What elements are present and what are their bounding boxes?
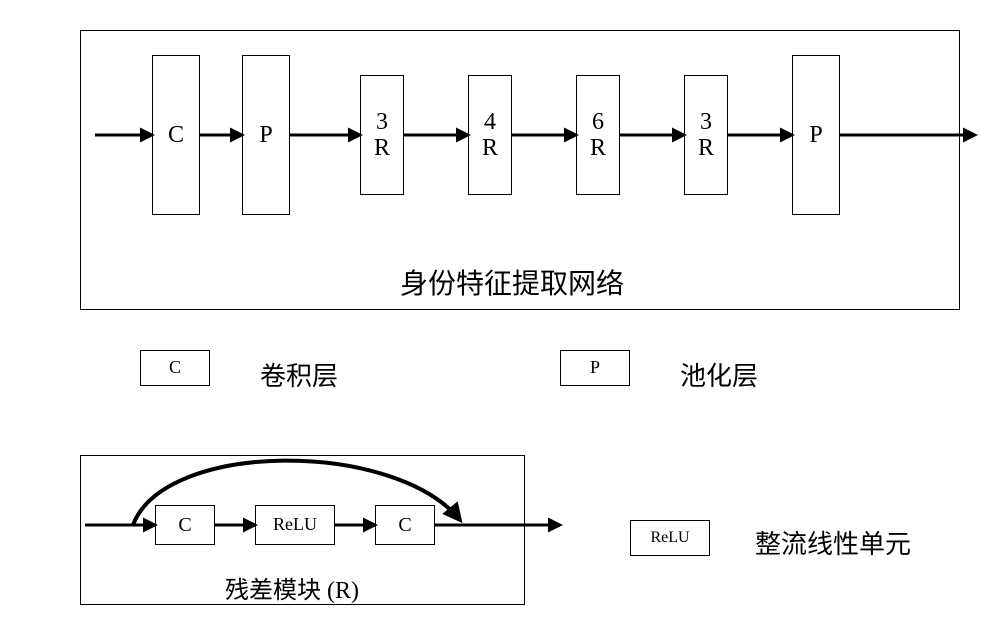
main-block-6: 3R	[684, 75, 728, 195]
main-block-5: 6R	[576, 75, 620, 195]
legend-key-relu: ReLU	[630, 520, 710, 556]
residual-module-title: 残差模块 (R)	[225, 570, 359, 605]
residual-block-2: ReLU	[255, 505, 335, 545]
main-block-7: P	[792, 55, 840, 215]
legend-key-c: C	[140, 350, 210, 386]
main-network-title: 身份特征提取网络	[400, 262, 624, 302]
legend-text-2: 整流线性单元	[755, 524, 911, 561]
residual-block-3: C	[375, 505, 435, 545]
legend-text-0: 卷积层	[260, 356, 338, 393]
residual-block-1: C	[155, 505, 215, 545]
legend-text-1: 池化层	[680, 356, 758, 393]
main-block-1: C	[152, 55, 200, 215]
main-block-2: P	[242, 55, 290, 215]
main-block-4: 4R	[468, 75, 512, 195]
legend-key-p: P	[560, 350, 630, 386]
main-block-3: 3R	[360, 75, 404, 195]
